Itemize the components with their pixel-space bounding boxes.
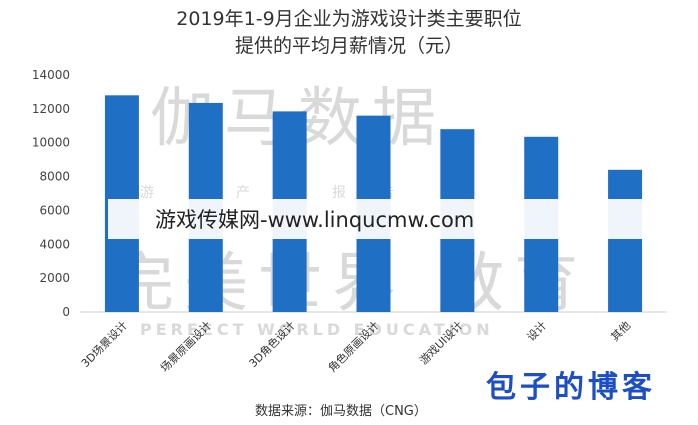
y-tick-label: 0 — [62, 305, 70, 319]
y-tick-label: 8000 — [39, 170, 70, 184]
chart-title-line-1: 2019年1-9月企业为游戏设计类主要职位 — [176, 8, 521, 30]
watermark-english: PERFECT WORLD EDUCATION — [140, 320, 494, 339]
y-tick-label: 4000 — [39, 237, 70, 251]
y-tick-label: 2000 — [39, 271, 70, 285]
watermark-banner-text: 游戏传媒网-www.linqucmw.com — [155, 208, 474, 232]
chart-title-line-2: 提供的平均月薪情况（元） — [235, 35, 463, 57]
y-tick-label: 6000 — [39, 203, 70, 217]
source-note: 数据来源：伽马数据（CNG） — [255, 404, 427, 419]
x-tick-label: 其他 — [608, 319, 633, 344]
bar — [608, 169, 643, 312]
y-tick-label: 14000 — [32, 68, 70, 82]
x-tick-label: 3D场景设计 — [78, 318, 130, 370]
y-tick-label: 10000 — [32, 136, 70, 150]
x-tick-label: 设计 — [525, 319, 550, 344]
watermark-brand: 完美世界 — [110, 247, 406, 321]
y-tick-label: 12000 — [32, 102, 70, 116]
watermark-banner — [108, 199, 668, 239]
watermark-signature: 包子的博客 — [486, 370, 656, 405]
y-axis-ticks: 0 2000 4000 6000 8000 10000 12000 14000 — [32, 68, 70, 319]
